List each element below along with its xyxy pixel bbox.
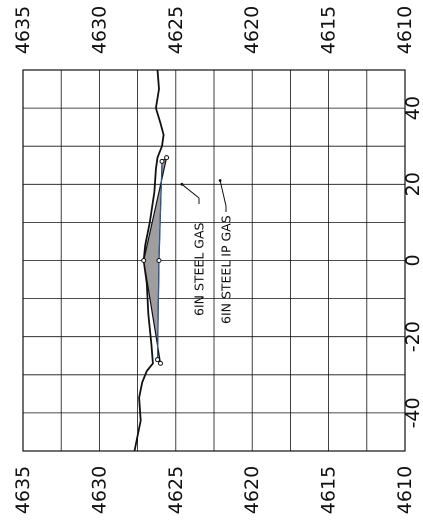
top-axis-tick-label: 4620	[241, 6, 263, 54]
leader-line	[219, 180, 227, 207]
bottom-axis-tick-label: 4625	[165, 466, 187, 514]
side-axis-tick-label: -40	[402, 397, 423, 428]
grid	[22, 69, 406, 452]
bottom-axis-tick-label: 4620	[241, 466, 263, 514]
bottom-axis-tick-label: 4630	[88, 466, 110, 514]
top-axis-tick-label: 4635	[12, 6, 34, 54]
side-axis-tick-label: -20	[402, 321, 423, 352]
top-axis-tick-label: 4630	[88, 6, 110, 54]
side-axis-tick-label: 20	[402, 172, 423, 196]
ground-profile-line	[133, 69, 165, 452]
proposed-section-layer	[141, 155, 170, 366]
top-axis-tick-label: 4610	[394, 6, 416, 54]
pipe-annotation-label: 6IN STEEL GAS	[192, 222, 207, 316]
ground-profile-layer	[133, 69, 165, 452]
section-vertex-point	[158, 360, 163, 366]
bottom-axis-tick-label: 4615	[318, 466, 340, 514]
labels-layer: 4635 4630 4625 4620 4615 4610 4635 4630 4625 4620…	[12, 6, 423, 514]
section-vertex-point	[156, 258, 162, 263]
leader-endpoint	[218, 179, 222, 182]
side-axis-tick-label: 0	[402, 254, 423, 266]
section-vertex-point	[155, 357, 160, 363]
section-vertex-point	[159, 158, 165, 164]
side-axis-tick-label: 40	[402, 96, 423, 120]
section-vertex-point	[164, 155, 170, 161]
top-axis-tick-label: 4625	[165, 6, 187, 54]
top-axis-tick-label: 4615	[318, 6, 340, 54]
leader-endpoint	[180, 182, 184, 186]
section-vertex-point	[141, 258, 147, 263]
bottom-axis-tick-label: 4610	[394, 466, 416, 514]
pipe-annotation-label: 6IN STEEL IP GAS	[219, 215, 234, 324]
leader-line	[181, 183, 200, 199]
bottom-axis-tick-label: 4635	[12, 466, 34, 514]
